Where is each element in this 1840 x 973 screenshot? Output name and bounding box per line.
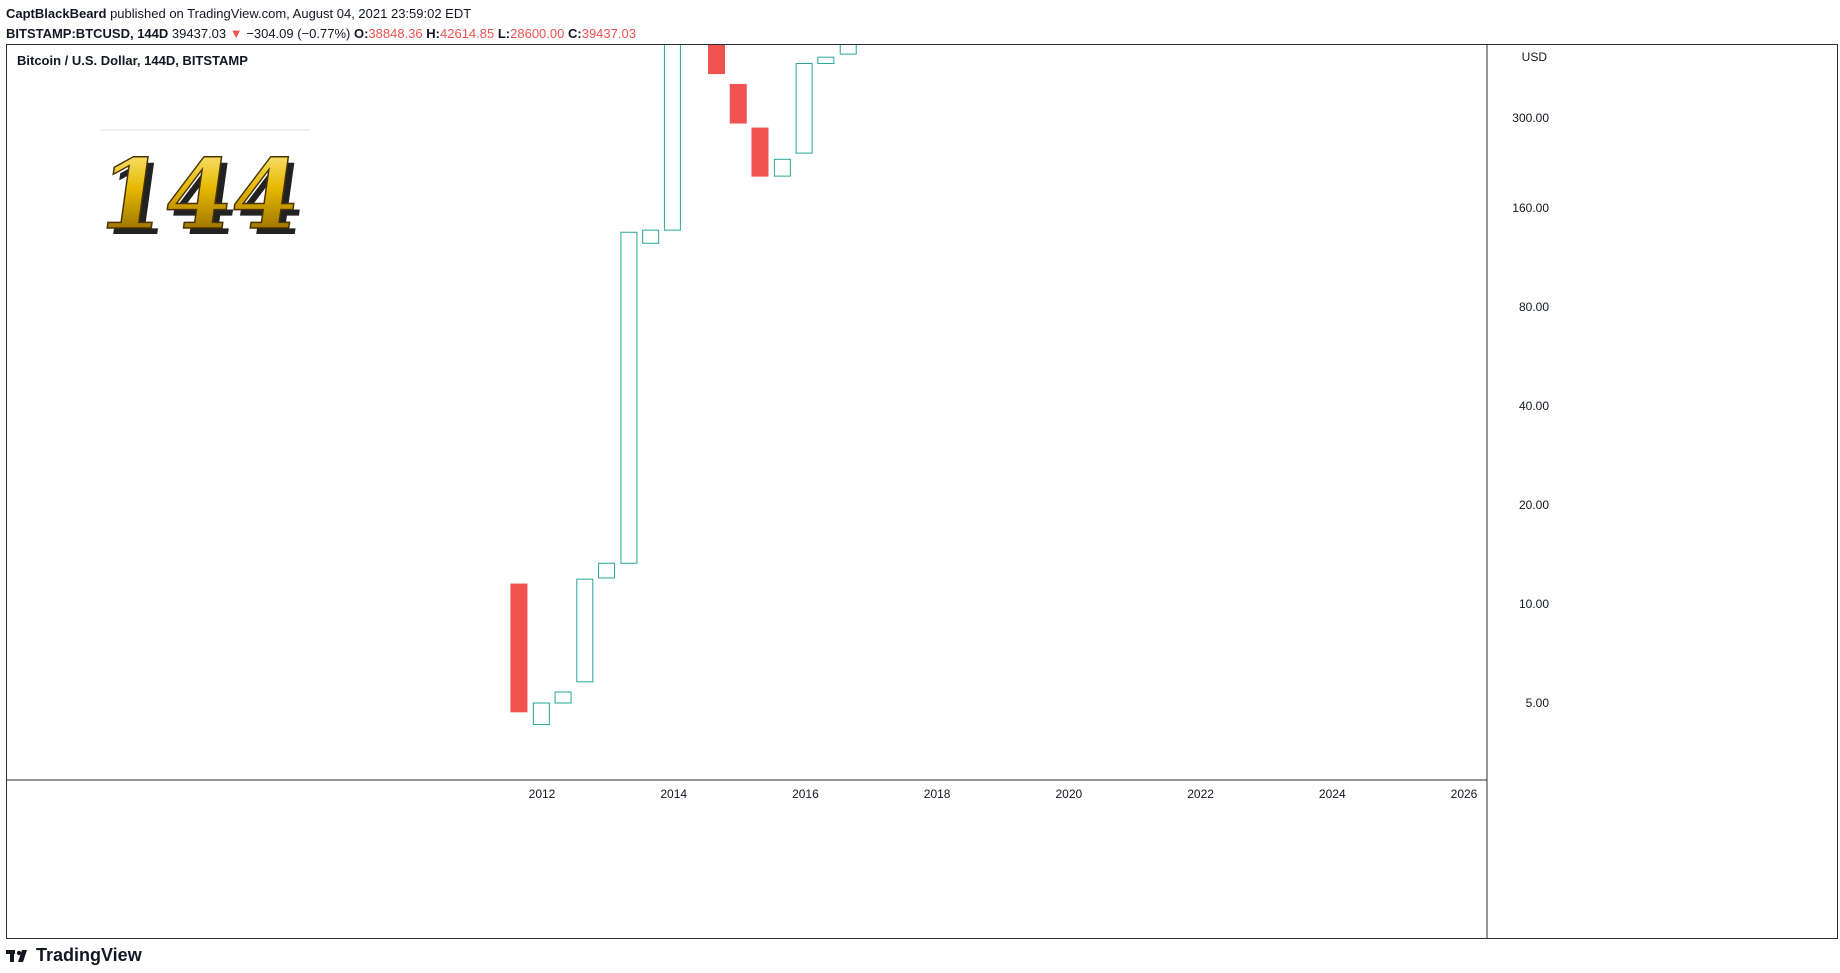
symbol-label: BITSTAMP:BTCUSD, 144D [6, 26, 169, 41]
candle-up [576, 578, 594, 683]
candle-up [817, 56, 835, 65]
high-label: H: [426, 26, 440, 41]
candle-down [729, 83, 747, 124]
chart-frame[interactable]: 5.00 10.00 20.00 40.00 80.00 160.00 300.00 USD 2… [6, 44, 1838, 939]
open-label: O: [353, 26, 369, 41]
price-tick-label: 80.00 [1519, 300, 1549, 314]
author-name[interactable]: CaptBlackBeard [6, 6, 107, 21]
close-value: 39437.03 [581, 26, 636, 41]
candle-up [554, 691, 572, 704]
candle-up [620, 231, 638, 564]
candle-up [795, 63, 813, 154]
time-tick-label: 2012 [529, 787, 556, 801]
candle-up [642, 229, 660, 244]
candle-up [663, 45, 681, 231]
emblem-144-logo: 144 144 [100, 129, 310, 248]
chart-title: Bitcoin / U.S. Dollar, 144D, BITSTAMP [17, 53, 248, 68]
footer-brand: TradingView [36, 945, 142, 965]
time-tick-label: 2014 [660, 787, 687, 801]
price-change: −304.09 (−0.77%) [246, 26, 351, 41]
candle-up [598, 562, 616, 579]
candle-down [708, 45, 726, 75]
candle-up [532, 702, 550, 726]
time-tick-label: 2018 [924, 787, 951, 801]
time-tick-label: 2020 [1056, 787, 1083, 801]
price-unit-label: USD [1522, 50, 1548, 64]
close-label: C: [568, 26, 582, 41]
low-value: 28600.00 [510, 26, 565, 41]
time-tick-label: 2026 [1451, 787, 1478, 801]
change-down-icon: ▼ [229, 26, 243, 41]
author-line: CaptBlackBeard published on TradingView.… [6, 4, 636, 24]
high-value: 42614.85 [440, 26, 495, 41]
candle-up [773, 158, 791, 177]
candle-up [839, 45, 857, 55]
published-text: published on TradingView.com, August 04,… [110, 6, 472, 21]
low-label: L: [497, 26, 511, 41]
candle-down [510, 583, 528, 713]
svg-text:144: 144 [100, 143, 310, 248]
price-tick-label: 5.00 [1526, 696, 1550, 710]
tradingview-footer[interactable]: TradingView [6, 945, 142, 966]
price-tick-label: 160.00 [1512, 201, 1549, 215]
open-value: 38848.36 [368, 26, 423, 41]
candle-down [751, 127, 769, 177]
svg-text:144: 144 [100, 137, 307, 248]
last-price: 39437.03 [171, 26, 227, 41]
symbol-line: BITSTAMP:BTCUSD, 144D 39437.03 ▼ −304.09… [6, 24, 636, 44]
price-tick-label: 10.00 [1519, 597, 1549, 611]
time-tick-label: 2016 [792, 787, 819, 801]
price-tick-label: 300.00 [1512, 111, 1549, 125]
publication-header: CaptBlackBeard published on TradingView.… [6, 4, 636, 44]
price-tick-label: 40.00 [1519, 399, 1549, 413]
price-tick-label: 20.00 [1519, 498, 1549, 512]
time-tick-label: 2022 [1187, 787, 1214, 801]
time-tick-label: 2024 [1319, 787, 1346, 801]
price-chart[interactable]: 5.00 10.00 20.00 40.00 80.00 160.00 300.00 USD 2… [7, 45, 1837, 938]
tradingview-logo-icon [6, 949, 27, 962]
